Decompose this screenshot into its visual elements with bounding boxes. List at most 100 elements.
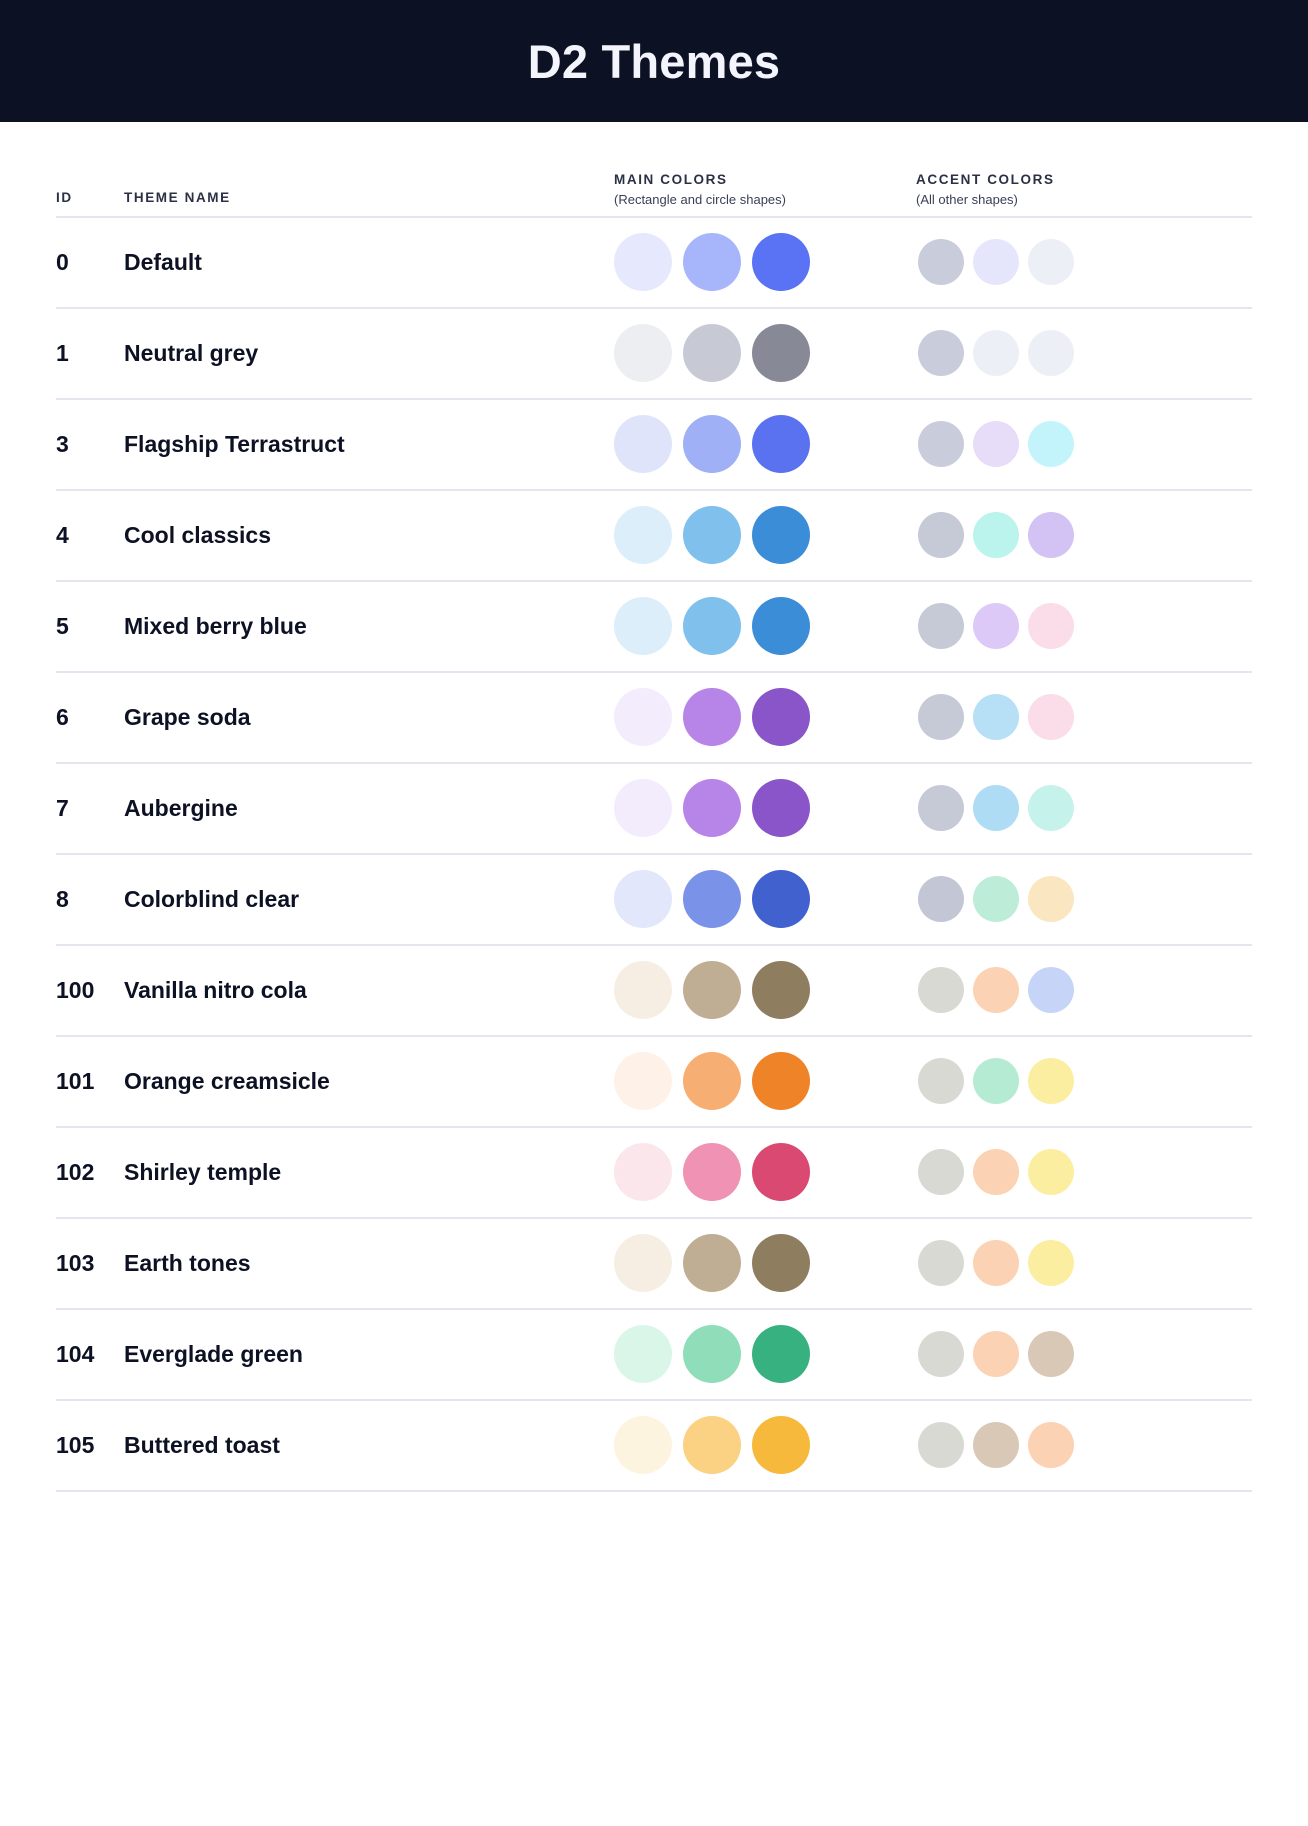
accent-color-swatch (973, 1058, 1019, 1105)
accent-color-swatch (918, 421, 964, 468)
table-row[interactable]: 3 Flagship Terrastruct (56, 400, 1252, 491)
table-row[interactable]: 4 Cool classics (56, 491, 1252, 582)
accent-colors-swatches (916, 785, 1252, 832)
main-color-swatch (683, 1143, 741, 1202)
main-color-swatch (614, 1052, 672, 1111)
main-color-swatch (614, 1143, 672, 1202)
main-color-swatch (683, 961, 741, 1020)
accent-color-swatch (973, 1149, 1019, 1196)
main-colors-swatches (614, 779, 916, 838)
main-colors-swatches (614, 506, 916, 565)
accent-color-swatch (973, 1240, 1019, 1287)
main-colors-swatches (614, 415, 916, 474)
theme-id: 104 (56, 1340, 95, 1367)
theme-id: 5 (56, 612, 69, 639)
main-colors-swatches (614, 1234, 916, 1293)
table-row[interactable]: 102 Shirley temple (56, 1128, 1252, 1219)
main-color-swatch (752, 1143, 810, 1202)
theme-name: Grape soda (124, 703, 251, 730)
main-colors-swatches (614, 1325, 916, 1384)
main-color-swatch (683, 324, 741, 383)
accent-color-swatch (973, 603, 1019, 650)
main-colors-swatches (614, 233, 916, 292)
accent-color-swatch (918, 785, 964, 832)
theme-id: 105 (56, 1431, 95, 1458)
accent-colors-swatches (916, 421, 1252, 468)
table-row[interactable]: 105 Buttered toast (56, 1401, 1252, 1492)
accent-color-swatch (918, 1149, 964, 1196)
accent-color-swatch (1028, 1149, 1074, 1196)
header-theme-name: THEME NAME (124, 190, 231, 205)
main-colors-swatches (614, 1416, 916, 1475)
accent-color-swatch (973, 239, 1019, 286)
theme-name: Cool classics (124, 521, 272, 548)
table-row[interactable]: 100 Vanilla nitro cola (56, 946, 1252, 1037)
main-color-swatch (752, 415, 810, 474)
main-color-swatch (752, 779, 810, 838)
accent-colors-swatches (916, 1058, 1252, 1105)
main-color-swatch (752, 870, 810, 929)
main-color-swatch (614, 961, 672, 1020)
page-title: D2 Themes (527, 34, 781, 88)
main-color-swatch (752, 1325, 810, 1384)
accent-color-swatch (1028, 1422, 1074, 1469)
accent-color-swatch (918, 1422, 964, 1469)
main-color-swatch (614, 233, 672, 292)
header-accent-colors-sublabel: (All other shapes) (916, 191, 1018, 207)
accent-color-swatch (918, 1240, 964, 1287)
accent-color-swatch (1028, 1058, 1074, 1105)
main-colors-swatches (614, 870, 916, 929)
theme-name: Buttered toast (124, 1431, 280, 1458)
accent-color-swatch (918, 876, 964, 923)
table-row[interactable]: 0 Default (56, 218, 1252, 309)
accent-color-swatch (973, 967, 1019, 1014)
accent-color-swatch (973, 1331, 1019, 1378)
main-color-swatch (614, 688, 672, 747)
accent-color-swatch (973, 1422, 1019, 1469)
accent-color-swatch (1028, 330, 1074, 377)
header-id: ID (56, 190, 73, 205)
theme-name: Shirley temple (124, 1158, 282, 1185)
theme-name: Orange creamsicle (124, 1067, 330, 1094)
theme-name: Aubergine (124, 794, 238, 821)
theme-name: Vanilla nitro cola (124, 976, 307, 1003)
theme-name: Mixed berry blue (124, 612, 307, 639)
main-color-swatch (614, 415, 672, 474)
table-header-row: ID THEME NAME MAIN COLORS (Rectangle and… (56, 122, 1252, 218)
main-color-swatch (683, 1416, 741, 1475)
table-row[interactable]: 104 Everglade green (56, 1310, 1252, 1401)
main-colors-swatches (614, 961, 916, 1020)
main-color-swatch (752, 1416, 810, 1475)
main-color-swatch (752, 233, 810, 292)
table-row[interactable]: 6 Grape soda (56, 673, 1252, 764)
table-row[interactable]: 1 Neutral grey (56, 309, 1252, 400)
table-row[interactable]: 5 Mixed berry blue (56, 582, 1252, 673)
main-color-swatch (683, 233, 741, 292)
theme-id: 101 (56, 1067, 95, 1094)
accent-colors-swatches (916, 1331, 1252, 1378)
header-main-colors-sublabel: (Rectangle and circle shapes) (614, 191, 786, 207)
accent-color-swatch (973, 694, 1019, 741)
main-color-swatch (683, 597, 741, 656)
accent-colors-swatches (916, 967, 1252, 1014)
table-row[interactable]: 7 Aubergine (56, 764, 1252, 855)
main-color-swatch (614, 1416, 672, 1475)
accent-colors-swatches (916, 603, 1252, 650)
themes-table: ID THEME NAME MAIN COLORS (Rectangle and… (0, 122, 1308, 1492)
accent-color-swatch (918, 694, 964, 741)
theme-name: Flagship Terrastruct (124, 430, 345, 457)
main-color-swatch (614, 597, 672, 656)
theme-id: 100 (56, 976, 95, 1003)
accent-color-swatch (973, 876, 1019, 923)
accent-color-swatch (1028, 1331, 1074, 1378)
table-row[interactable]: 103 Earth tones (56, 1219, 1252, 1310)
main-color-swatch (614, 870, 672, 929)
accent-color-swatch (1028, 421, 1074, 468)
accent-color-swatch (1028, 512, 1074, 559)
header-accent-colors: ACCENT COLORS (All other shapes) (916, 172, 1252, 207)
table-row[interactable]: 101 Orange creamsicle (56, 1037, 1252, 1128)
theme-id: 4 (56, 521, 69, 548)
main-colors-swatches (614, 1143, 916, 1202)
table-row[interactable]: 8 Colorblind clear (56, 855, 1252, 946)
main-color-swatch (752, 506, 810, 565)
